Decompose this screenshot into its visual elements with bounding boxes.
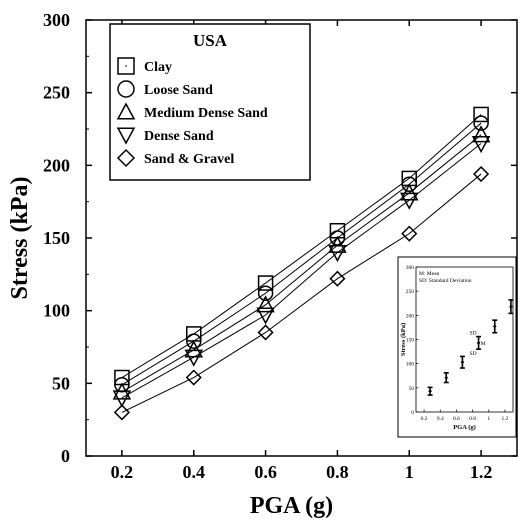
y-tick-label: 250: [43, 83, 70, 103]
inset-x-tick-label: 0.8: [469, 416, 476, 422]
point-triangle-down: [184, 349, 204, 367]
y-tick-label: 300: [43, 10, 70, 30]
series-line-triangle-up: [121, 134, 482, 393]
legend-frame: [109, 23, 311, 181]
point-triangle-up: [471, 125, 491, 143]
point-circle: [186, 333, 202, 349]
inset-x-axis-label: PGA (g): [453, 424, 476, 431]
point-square: [473, 106, 489, 123]
point-diamond: [329, 270, 346, 287]
legend-marker-square: [117, 57, 135, 75]
series-line-square: [121, 114, 482, 378]
point-square: [257, 275, 274, 291]
inset-x-tick-label: 0.4: [437, 416, 444, 422]
point-diamond: [113, 404, 130, 421]
inset-x-tick-label: 0.6: [453, 416, 460, 422]
point-triangle-down: [471, 135, 491, 154]
point-triangle-up: [256, 295, 275, 313]
inset-y-tick-label: 0: [411, 410, 414, 416]
legend-label: Clay: [144, 60, 172, 75]
point-diamond: [401, 225, 418, 242]
point-diamond: [473, 165, 490, 183]
inset-y-tick-label: 50: [409, 386, 415, 392]
inset-legend-line: M: Mean: [419, 271, 440, 277]
inset-legend-line: SD: Standard Deviation: [419, 278, 472, 284]
inset-y-axis-label: Stress (kPa): [400, 323, 407, 356]
inset-y-tick-label: 250: [406, 289, 415, 295]
inset-x-tick-label: 0.2: [421, 416, 428, 422]
inset-y-tick-label: 150: [406, 338, 415, 344]
legend-label: Sand & Gravel: [144, 152, 234, 167]
legend-marker-circle: [117, 80, 135, 98]
inset-x-tick-label: 1: [487, 416, 490, 422]
point-triangle-down: [256, 307, 275, 325]
x-tick-label: 0.6: [254, 462, 277, 482]
inset-y-tick-label: 100: [406, 362, 415, 368]
y-tick-label: 150: [43, 228, 70, 248]
y-tick-label: 0: [61, 446, 70, 466]
inset-plot: 0 50 100 150 200 250 300 0.2 0.4 0.6 0.8 1 1.2 PGA (g…: [397, 256, 517, 438]
series-line-triangle-down: [121, 143, 482, 399]
x-tick-label: 1: [405, 462, 414, 482]
point-circle: [257, 285, 274, 301]
inset-annotation-m: M: [481, 341, 486, 347]
legend-label: Loose Sand: [144, 83, 213, 98]
legend-marker-triangle-down: [116, 127, 136, 145]
x-tick-label: 0.4: [183, 462, 206, 482]
legend-marker-diamond: [116, 148, 136, 168]
y-axis-label: Stress (kPa): [7, 177, 33, 300]
point-triangle-down: [399, 192, 419, 210]
inset-annotation-sd-bottom: SD: [470, 351, 477, 357]
legend-label: Medium Dense Sand: [144, 106, 268, 121]
series-line-circle: [121, 122, 482, 386]
x-tick-label: 0.8: [326, 462, 349, 482]
inset-x-tick-label: 1.2: [501, 416, 508, 422]
legend: USA Clay Loose Sand Medium Dense Sand Dense …: [109, 23, 311, 181]
inset-frame: [397, 256, 517, 438]
point-circle: [401, 176, 417, 192]
y-tick-label: 50: [52, 373, 70, 393]
inset-annotation-sd-top: SD: [470, 331, 477, 337]
inset-y-tick-label: 300: [406, 265, 415, 271]
point-diamond: [257, 324, 274, 341]
x-tick-label: 0.2: [111, 462, 134, 482]
legend-title: USA: [193, 31, 228, 50]
point-triangle-down: [112, 390, 132, 408]
inset-y-tick-label: 200: [406, 313, 415, 319]
y-tick-label: 200: [43, 155, 70, 175]
legend-label: Dense Sand: [144, 129, 214, 144]
y-tick-label: 100: [43, 301, 70, 321]
x-tick-label: 1.2: [470, 462, 493, 482]
point-diamond: [185, 369, 202, 386]
point-circle: [473, 115, 489, 131]
point-triangle-down: [328, 244, 347, 263]
legend-marker-dot: [125, 65, 127, 67]
series-line-diamond: [121, 173, 482, 413]
x-axis-label: PGA (g): [250, 493, 333, 519]
legend-marker-triangle-up: [116, 102, 136, 120]
